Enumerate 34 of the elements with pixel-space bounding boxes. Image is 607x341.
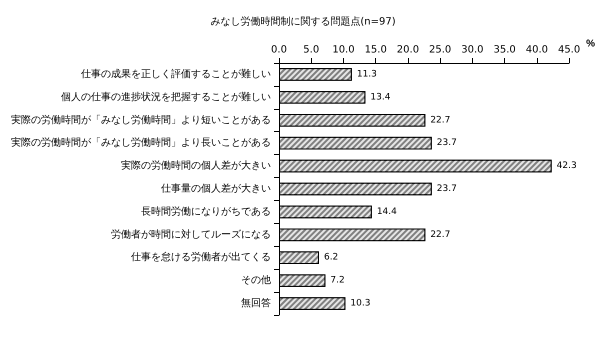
data-label: 23.7 — [436, 184, 457, 194]
x-tick-label: 15.0 — [364, 44, 387, 56]
data-label: 14.4 — [376, 206, 398, 217]
chart-title: みなし労働時間制に関する問題点(n=97) — [210, 16, 396, 28]
x-tick-label: 30.0 — [461, 44, 484, 56]
y-tick-label: その他 — [241, 274, 271, 286]
y-tick-label: 仕事の成果を正しく評価することが難しい — [81, 68, 271, 80]
x-tick-label: 25.0 — [429, 44, 452, 56]
x-tick-label: 20.0 — [396, 44, 420, 56]
y-tick-label: 実際の労働時間が「みなし労働時間」より短いことがある — [11, 114, 271, 126]
data-label: 7.2 — [330, 276, 345, 286]
y-tick-label: 実際の労働時間が「みなし労働時間」より長いことがある — [11, 136, 271, 149]
data-label: 11.3 — [356, 69, 377, 80]
y-tick-label: 長時間労働になりがちである — [141, 205, 271, 218]
y-tick-label: 個人の仕事の進捗状況を把握することが難しい — [61, 90, 271, 103]
x-tick-label: 35.0 — [493, 44, 516, 56]
data-label: 23.7 — [436, 138, 457, 148]
data-label: 13.4 — [370, 92, 391, 102]
x-tick-label: 10.0 — [332, 44, 355, 56]
x-tick-label: 0.0 — [271, 44, 287, 56]
y-tick-label: 仕事量の個人差が大きい — [161, 182, 271, 194]
y-tick-label: 仕事を怠ける労働者が出てくる — [131, 251, 271, 264]
x-tick-label: 45.0 — [558, 44, 580, 56]
data-label: 22.7 — [430, 230, 450, 240]
data-label: 6.2 — [324, 252, 338, 263]
x-tick-label: 40.0 — [526, 44, 548, 56]
data-label: 42.3 — [556, 161, 577, 172]
x-axis-title: % — [586, 38, 596, 50]
x-tick-label: 5.0 — [303, 44, 320, 56]
data-label: 22.7 — [430, 115, 450, 126]
y-tick-label: 労働者が時間に対してルーズになる — [111, 228, 271, 240]
y-tick-label: 実際の労働時間の個人差が大きい — [121, 160, 271, 172]
y-tick-label: 無回答 — [241, 297, 271, 310]
data-label: 10.3 — [350, 298, 370, 309]
